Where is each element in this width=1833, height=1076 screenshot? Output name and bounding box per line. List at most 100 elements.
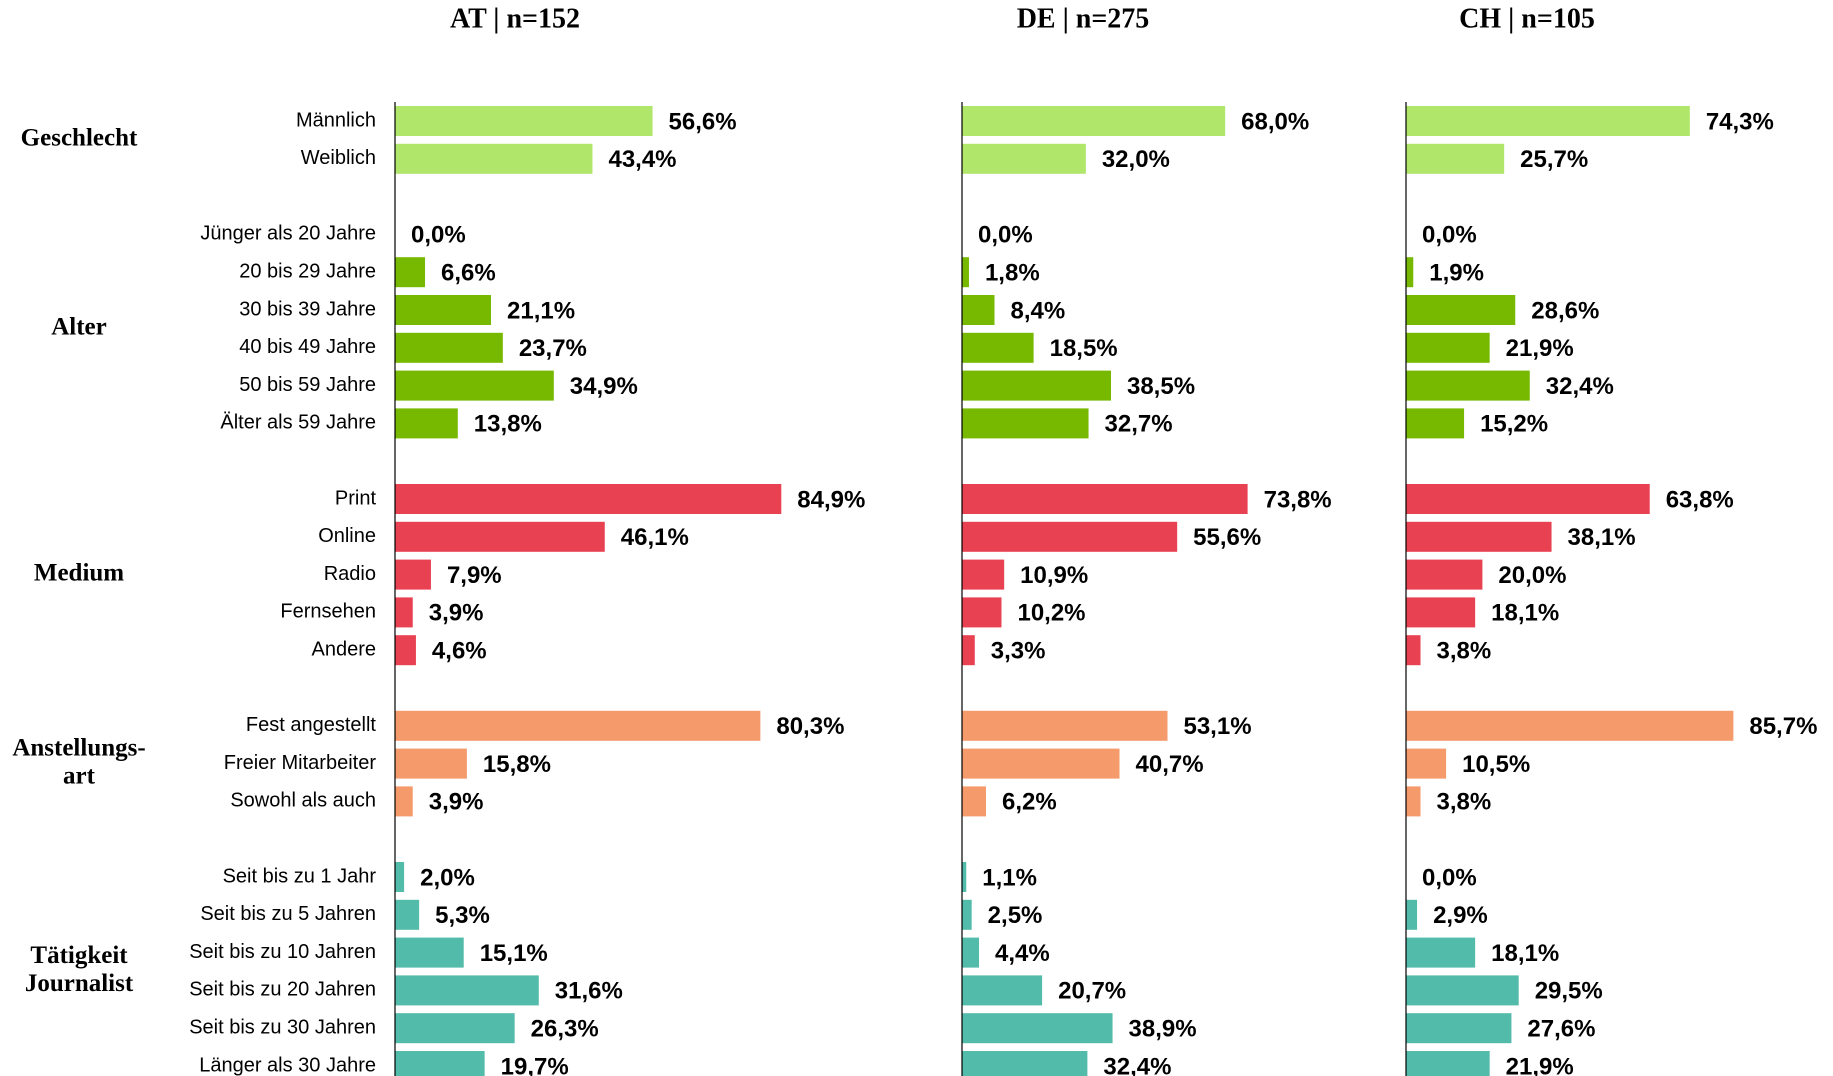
value-label: 1,9%: [1429, 260, 1484, 287]
bar: [962, 937, 980, 968]
value-label: 38,9%: [1129, 1016, 1197, 1043]
bar: [1406, 975, 1519, 1006]
value-label: 3,3%: [991, 638, 1046, 665]
value-label: 23,7%: [519, 335, 587, 362]
bar: [1406, 786, 1421, 817]
panel-title: DE | n=275: [1017, 3, 1150, 34]
value-label: 1,8%: [985, 260, 1040, 287]
bar: [395, 484, 782, 514]
category-label: Print: [335, 487, 377, 509]
value-label: 15,8%: [483, 751, 551, 778]
category-label: 40 bis 49 Jahre: [239, 336, 376, 358]
value-label: 27,6%: [1527, 1016, 1595, 1043]
bar: [1406, 748, 1447, 779]
category-label: Seit bis zu 20 Jahren: [189, 979, 376, 1001]
bar: [395, 1013, 515, 1044]
bar: [395, 862, 405, 892]
bar: [395, 143, 593, 174]
group-label: Journalist: [25, 970, 134, 997]
value-label: 4,6%: [432, 638, 487, 665]
value-label: 18,1%: [1491, 600, 1559, 627]
panel-title: CH | n=105: [1459, 3, 1595, 34]
bar: [395, 786, 413, 817]
category-label: Länger als 30 Jahre: [199, 1054, 376, 1076]
bar: [395, 106, 653, 136]
bar: [1406, 635, 1421, 666]
bar: [962, 1051, 1088, 1076]
value-label: 29,5%: [1535, 978, 1603, 1005]
value-label: 32,7%: [1105, 411, 1173, 438]
bar: [395, 295, 492, 325]
value-label: 26,3%: [531, 1016, 599, 1043]
value-label: 56,6%: [669, 108, 737, 135]
value-label: 32,0%: [1102, 146, 1170, 173]
bar: [962, 748, 1120, 779]
group-label: Medium: [34, 559, 124, 586]
bar: [962, 370, 1111, 401]
value-label: 19,7%: [501, 1053, 569, 1076]
bar: [962, 257, 969, 288]
bar: [1406, 521, 1552, 552]
bar: [1406, 710, 1734, 741]
value-label: 2,5%: [988, 902, 1043, 929]
category-label: Andere: [312, 638, 377, 660]
value-label: 21,9%: [1506, 1053, 1574, 1076]
value-label: 3,9%: [429, 600, 484, 627]
value-label: 1,1%: [982, 864, 1037, 891]
value-label: 6,2%: [1002, 789, 1057, 816]
bar: [1406, 143, 1505, 174]
value-label: 4,4%: [995, 940, 1050, 967]
bar: [1406, 106, 1690, 136]
value-label: 84,9%: [797, 486, 865, 513]
value-label: 43,4%: [608, 146, 676, 173]
bar: [1406, 559, 1483, 590]
value-label: 74,3%: [1706, 108, 1774, 135]
category-label: 20 bis 29 Jahre: [239, 260, 376, 282]
category-label: Weiblich: [301, 147, 376, 169]
value-label: 8,4%: [1011, 297, 1066, 324]
bar: [395, 899, 420, 930]
category-label: Online: [318, 525, 376, 547]
value-label: 3,8%: [1437, 789, 1492, 816]
bar: [962, 295, 995, 325]
value-label: 38,1%: [1568, 524, 1636, 551]
value-label: 18,1%: [1491, 940, 1559, 967]
bar: [1406, 937, 1476, 968]
value-label: 3,8%: [1437, 638, 1492, 665]
category-label: Fernsehen: [280, 601, 376, 623]
value-label: 10,9%: [1020, 562, 1088, 589]
category-label: Freier Mitarbeiter: [224, 752, 377, 774]
value-label: 7,9%: [447, 562, 502, 589]
value-label: 15,1%: [480, 940, 548, 967]
value-label: 10,5%: [1462, 751, 1530, 778]
value-label: 2,9%: [1433, 902, 1488, 929]
bar: [1406, 1051, 1490, 1076]
value-label: 53,1%: [1183, 713, 1251, 740]
value-label: 3,9%: [429, 789, 484, 816]
bar: [1406, 484, 1650, 514]
value-label: 28,6%: [1531, 297, 1599, 324]
bar: [395, 635, 416, 666]
value-label: 5,3%: [435, 902, 490, 929]
category-label: Jünger als 20 Jahre: [200, 223, 376, 245]
category-label: Männlich: [296, 109, 376, 131]
bar: [1406, 257, 1414, 288]
bar: [395, 748, 467, 779]
value-label: 34,9%: [570, 373, 638, 400]
group-label: Tätigkeit: [30, 942, 128, 969]
category-label: 30 bis 39 Jahre: [239, 298, 376, 320]
value-label: 0,0%: [1422, 864, 1477, 891]
bar: [962, 975, 1043, 1006]
category-label: Seit bis zu 5 Jahren: [200, 903, 376, 925]
bar: [962, 597, 1002, 628]
bar: [962, 484, 1248, 514]
bar: [395, 332, 503, 363]
value-label: 25,7%: [1520, 146, 1588, 173]
bar: [962, 786, 986, 817]
bar: [395, 257, 426, 288]
value-label: 46,1%: [621, 524, 689, 551]
category-label: Sowohl als auch: [230, 790, 376, 812]
category-label: Fest angestellt: [246, 714, 377, 736]
bar: [962, 521, 1178, 552]
bar: [395, 710, 761, 741]
